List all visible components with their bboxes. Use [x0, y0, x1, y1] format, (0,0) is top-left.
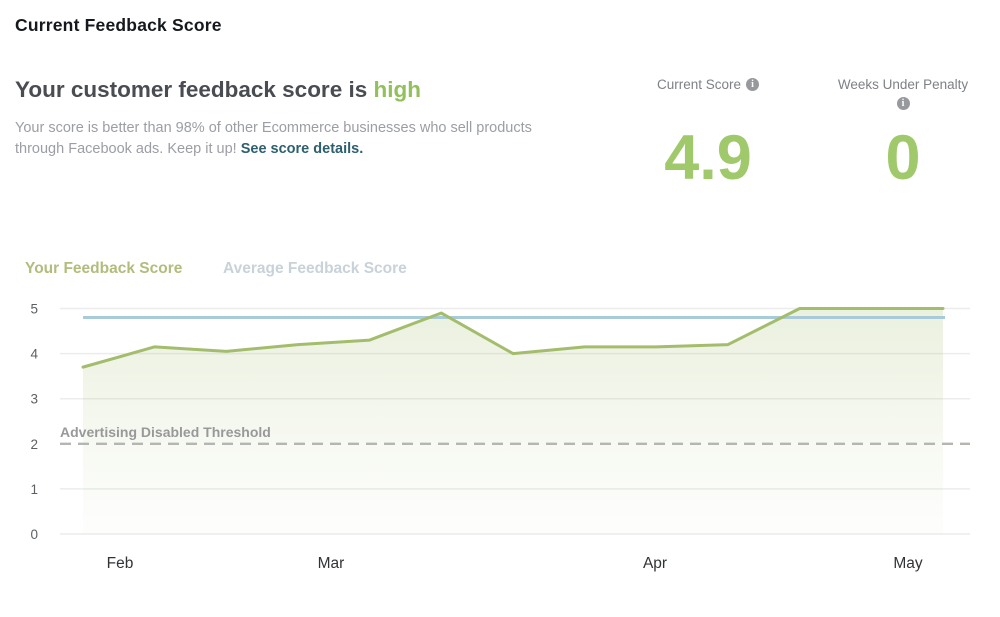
current-score-label: Current Score — [656, 77, 742, 92]
score-headline: Your customer feedback score is high — [15, 76, 421, 103]
legend-your-feedback-score: Your Feedback Score — [25, 260, 183, 277]
score-status: high — [373, 77, 421, 102]
y-axis-tick: 3 — [30, 392, 38, 407]
x-axis-label: Mar — [318, 555, 345, 572]
threshold-label: Advertising Disabled Threshold — [60, 424, 271, 440]
weeks-under-penalty-info-icon[interactable] — [896, 97, 910, 110]
score-description-text: Your score is better than 98% of other E… — [15, 120, 532, 157]
y-axis-tick: 2 — [30, 437, 38, 452]
current-score-value: 4.9 — [664, 123, 752, 193]
y-axis-tick: 5 — [30, 302, 38, 317]
weeks-under-penalty-label-row: Weeks Under Penalty — [823, 77, 983, 119]
weeks-under-penalty-value: 0 — [885, 123, 921, 193]
y-axis-tick: 1 — [30, 482, 38, 497]
weeks-under-penalty-block: Weeks Under Penalty 0 — [823, 77, 983, 190]
weeks-under-penalty-label: Weeks Under Penalty — [837, 77, 969, 92]
x-axis-label: May — [893, 555, 923, 572]
page-title: Current Feedback Score — [15, 15, 222, 35]
score-description: Your score is better than 98% of other E… — [15, 118, 575, 160]
current-score-info-icon[interactable] — [746, 78, 760, 91]
current-score-block: Current Score 4.9 — [623, 77, 793, 190]
feedback-area-fill — [83, 308, 943, 534]
your-score-line — [81, 307, 945, 369]
x-axis-label: Feb — [107, 555, 134, 572]
see-score-details-link[interactable]: See score details. — [240, 141, 364, 157]
x-axis-label: Apr — [643, 555, 667, 572]
score-headline-text: Your customer feedback score is — [15, 77, 374, 102]
current-score-label-row: Current Score — [623, 77, 793, 119]
legend-average-feedback-score: Average Feedback Score — [223, 260, 407, 277]
y-axis-tick: 0 — [30, 527, 38, 542]
y-axis-tick: 4 — [30, 347, 38, 362]
